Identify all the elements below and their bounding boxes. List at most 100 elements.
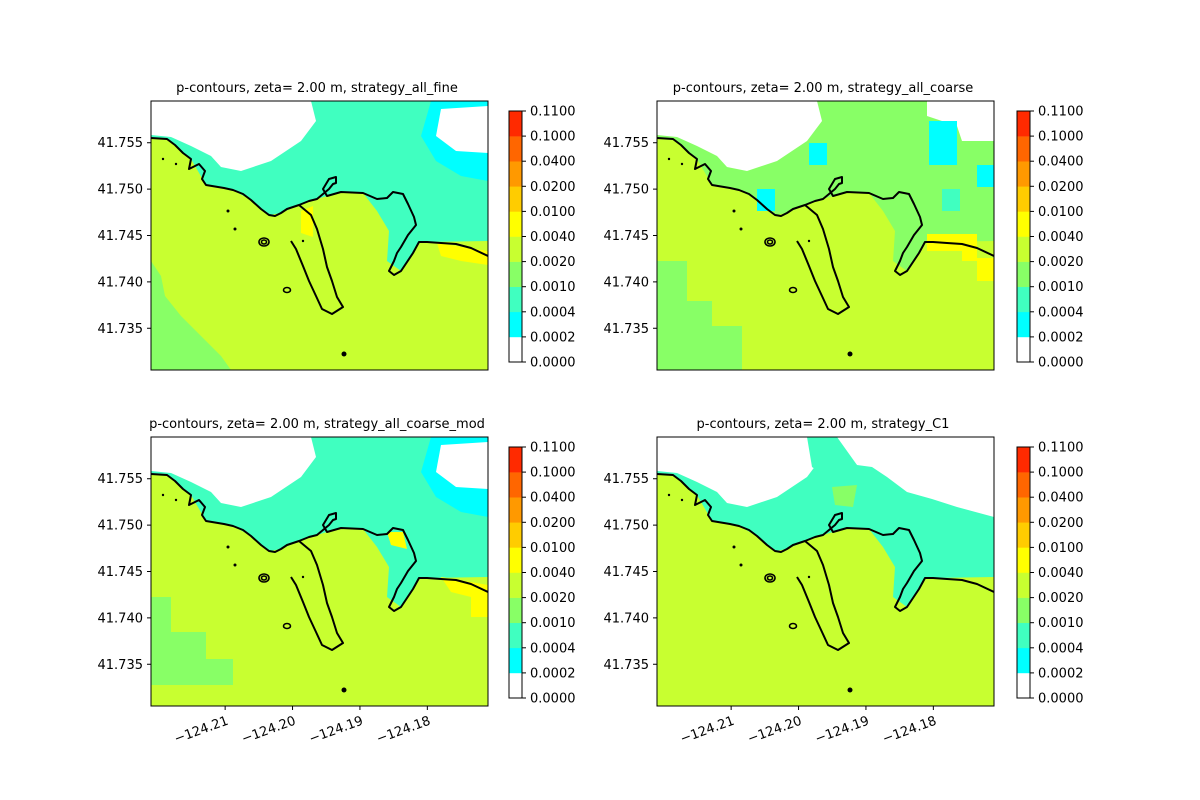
colorbar-segment	[1017, 211, 1030, 237]
rock	[226, 209, 230, 213]
rock	[732, 545, 736, 549]
colorbar-4: 0.0000 0.0002 0.0004 0.0010 0.0020 0.0040 0.01…	[1016, 441, 1084, 707]
y-tick-label: 41.755	[98, 472, 144, 487]
jetty-path	[796, 540, 850, 651]
x-tick-label: −124.21	[678, 714, 736, 747]
zero-region-east	[927, 101, 994, 141]
rock	[667, 157, 671, 161]
low-prob-band	[151, 597, 233, 685]
colorbar-tick-label: 0.0010	[1038, 616, 1084, 631]
colorbar-segment	[509, 336, 522, 363]
colorbar-segment	[1017, 497, 1030, 523]
colorbar-tick-label: 0.0100	[1038, 541, 1084, 556]
rock	[739, 227, 743, 231]
rock	[233, 227, 237, 231]
coastline-path	[657, 137, 994, 276]
colorbar-tick-label: 0.0000	[530, 692, 576, 707]
coastline	[151, 473, 488, 651]
zero-region-east	[837, 437, 994, 517]
rock	[161, 493, 165, 497]
colorbar-3: 0.0000 0.0002 0.0004 0.0010 0.0020 0.0040 0.01…	[508, 441, 576, 707]
y-tick-label: 41.735	[604, 658, 650, 673]
rock	[680, 498, 684, 502]
panel-title: p-contours, zeta= 2.00 m, strategy_all_f…	[176, 81, 458, 96]
map-panel-4: p-contours, zeta= 2.00 m, strategy_C1 41.…	[604, 417, 995, 747]
colorbar-tick-label: 0.0400	[530, 155, 576, 170]
colorbar-segment	[1017, 286, 1030, 313]
island	[258, 573, 270, 583]
island	[788, 286, 798, 294]
y-tick-label: 41.740	[604, 611, 650, 626]
zero-region-east	[436, 106, 488, 153]
high-prob-patch	[927, 234, 994, 281]
colorbar-segment	[1017, 547, 1030, 573]
colorbar-tick-label: 0.0200	[530, 516, 576, 531]
colorbar-tick-label: 0.0200	[1038, 516, 1084, 531]
colorbar-segment	[509, 261, 522, 287]
island-inner	[766, 575, 774, 581]
y-tick-label: 41.735	[604, 322, 650, 337]
colorbar-tick-label: 0.0040	[1038, 230, 1084, 245]
map-field	[657, 101, 994, 370]
colorbar-tick-label: 0.0040	[530, 230, 576, 245]
colorbar-segment	[509, 286, 522, 313]
coastline	[657, 137, 994, 315]
y-tick-label: 41.745	[604, 565, 650, 580]
colorbar-tick-label: 0.0020	[530, 255, 576, 270]
jetty-path	[290, 204, 344, 315]
colorbar-segment	[1017, 186, 1030, 212]
rock	[301, 239, 305, 243]
colorbar-segment	[509, 547, 522, 573]
colorbar-tick-label: 0.1100	[1038, 105, 1084, 120]
rock	[739, 563, 743, 567]
colorbar-segment	[1017, 236, 1030, 262]
x-tick-label: −124.19	[813, 714, 871, 747]
colorbar-tick-label: 0.0000	[1038, 692, 1084, 707]
colorbar-tick-label: 0.0004	[530, 641, 576, 656]
rock	[341, 351, 347, 357]
island-inner	[260, 239, 268, 245]
patch	[807, 437, 857, 477]
y-tick-label: 41.755	[604, 472, 650, 487]
colorbar-1: 0.0000 0.0002 0.0004 0.0010 0.0020 0.0040 0.01…	[508, 105, 576, 371]
colorbar-segment	[509, 111, 522, 137]
y-tick-label: 41.745	[98, 565, 144, 580]
island	[788, 622, 798, 630]
map-field	[151, 101, 488, 370]
cyan-block	[757, 189, 775, 211]
y-tick-label: 41.755	[604, 136, 650, 151]
x-tick-label: −124.21	[172, 714, 230, 747]
patch	[832, 485, 857, 507]
island	[258, 237, 270, 247]
colorbar-segment	[1017, 111, 1030, 137]
map-field	[151, 437, 488, 706]
colorbar-tick-label: 0.0200	[1038, 180, 1084, 195]
high-prob-patch	[387, 532, 407, 549]
colorbar-segment	[509, 186, 522, 212]
colorbar-tick-label: 0.0040	[530, 566, 576, 581]
panel-title: p-contours, zeta= 2.00 m, strategy_all_c…	[673, 81, 973, 96]
colorbar-tick-label: 0.0000	[1038, 356, 1084, 371]
colorbar-segment	[509, 136, 522, 162]
colorbar-tick-label: 0.0000	[530, 356, 576, 371]
y-tick-label: 41.750	[604, 519, 650, 534]
colorbar-segment	[509, 497, 522, 523]
colorbar-segment	[1017, 336, 1030, 363]
map-panel-1: p-contours, zeta= 2.00 m, strategy_all_f…	[98, 81, 489, 371]
colorbar-tick-label: 0.0002	[530, 666, 576, 681]
colorbar-segment	[1017, 311, 1030, 338]
colorbar-tick-label: 0.1100	[1038, 441, 1084, 456]
colorbar-tick-label: 0.0100	[530, 541, 576, 556]
colorbar-tick-label: 0.0400	[530, 491, 576, 506]
colorbar-segment	[509, 311, 522, 338]
colorbar-tick-label: 0.0002	[1038, 666, 1084, 681]
y-tick-label: 41.740	[604, 275, 650, 290]
coastline-path	[657, 473, 994, 612]
rock	[732, 209, 736, 213]
colorbar-segment	[509, 647, 522, 674]
rock	[847, 687, 853, 693]
block	[942, 189, 960, 211]
map-panel-2: p-contours, zeta= 2.00 m, strategy_all_c…	[604, 81, 995, 371]
colorbar-tick-label: 0.1100	[530, 441, 576, 456]
